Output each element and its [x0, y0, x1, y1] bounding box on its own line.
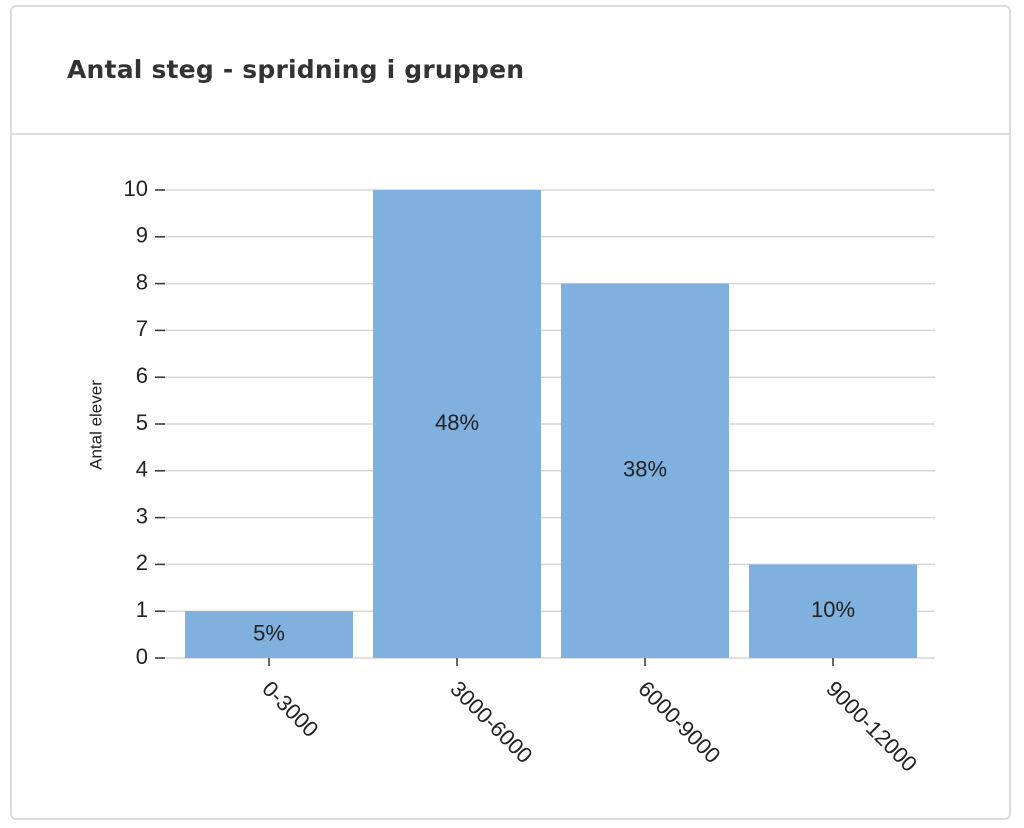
bar	[749, 564, 917, 658]
chart-title: Antal steg - spridning i gruppen	[67, 55, 525, 84]
x-tick-label: 0-3000	[257, 676, 323, 742]
y-tick-label: 8	[136, 269, 148, 294]
y-tick-label: 3	[136, 503, 148, 528]
bar	[373, 190, 541, 658]
bar-percent-label: 48%	[435, 410, 479, 435]
x-tick-label: 3000-6000	[445, 676, 537, 768]
bar	[185, 611, 353, 658]
y-tick-label: 0	[136, 644, 148, 669]
y-tick-label: 6	[136, 363, 148, 388]
y-tick-label: 9	[136, 223, 148, 248]
y-tick-label: 2	[136, 550, 148, 575]
bar	[561, 283, 729, 658]
card-header: Antal steg - spridning i gruppen	[12, 7, 1009, 135]
bar-percent-label: 38%	[623, 457, 667, 482]
x-tick-label: 6000-9000	[633, 676, 725, 768]
bar-percent-label: 10%	[811, 597, 855, 622]
bar-percent-label: 5%	[253, 620, 285, 645]
y-tick-label: 4	[136, 457, 148, 482]
y-axis-label: Antal elever	[86, 380, 105, 470]
card: Antal steg - spridning i gruppen	[10, 5, 1011, 820]
y-tick-label: 10	[124, 176, 148, 201]
x-tick-label: 9000-12000	[821, 676, 922, 777]
y-tick-label: 7	[136, 316, 148, 341]
y-tick-label: 1	[136, 597, 148, 622]
y-tick-label: 5	[136, 410, 148, 435]
